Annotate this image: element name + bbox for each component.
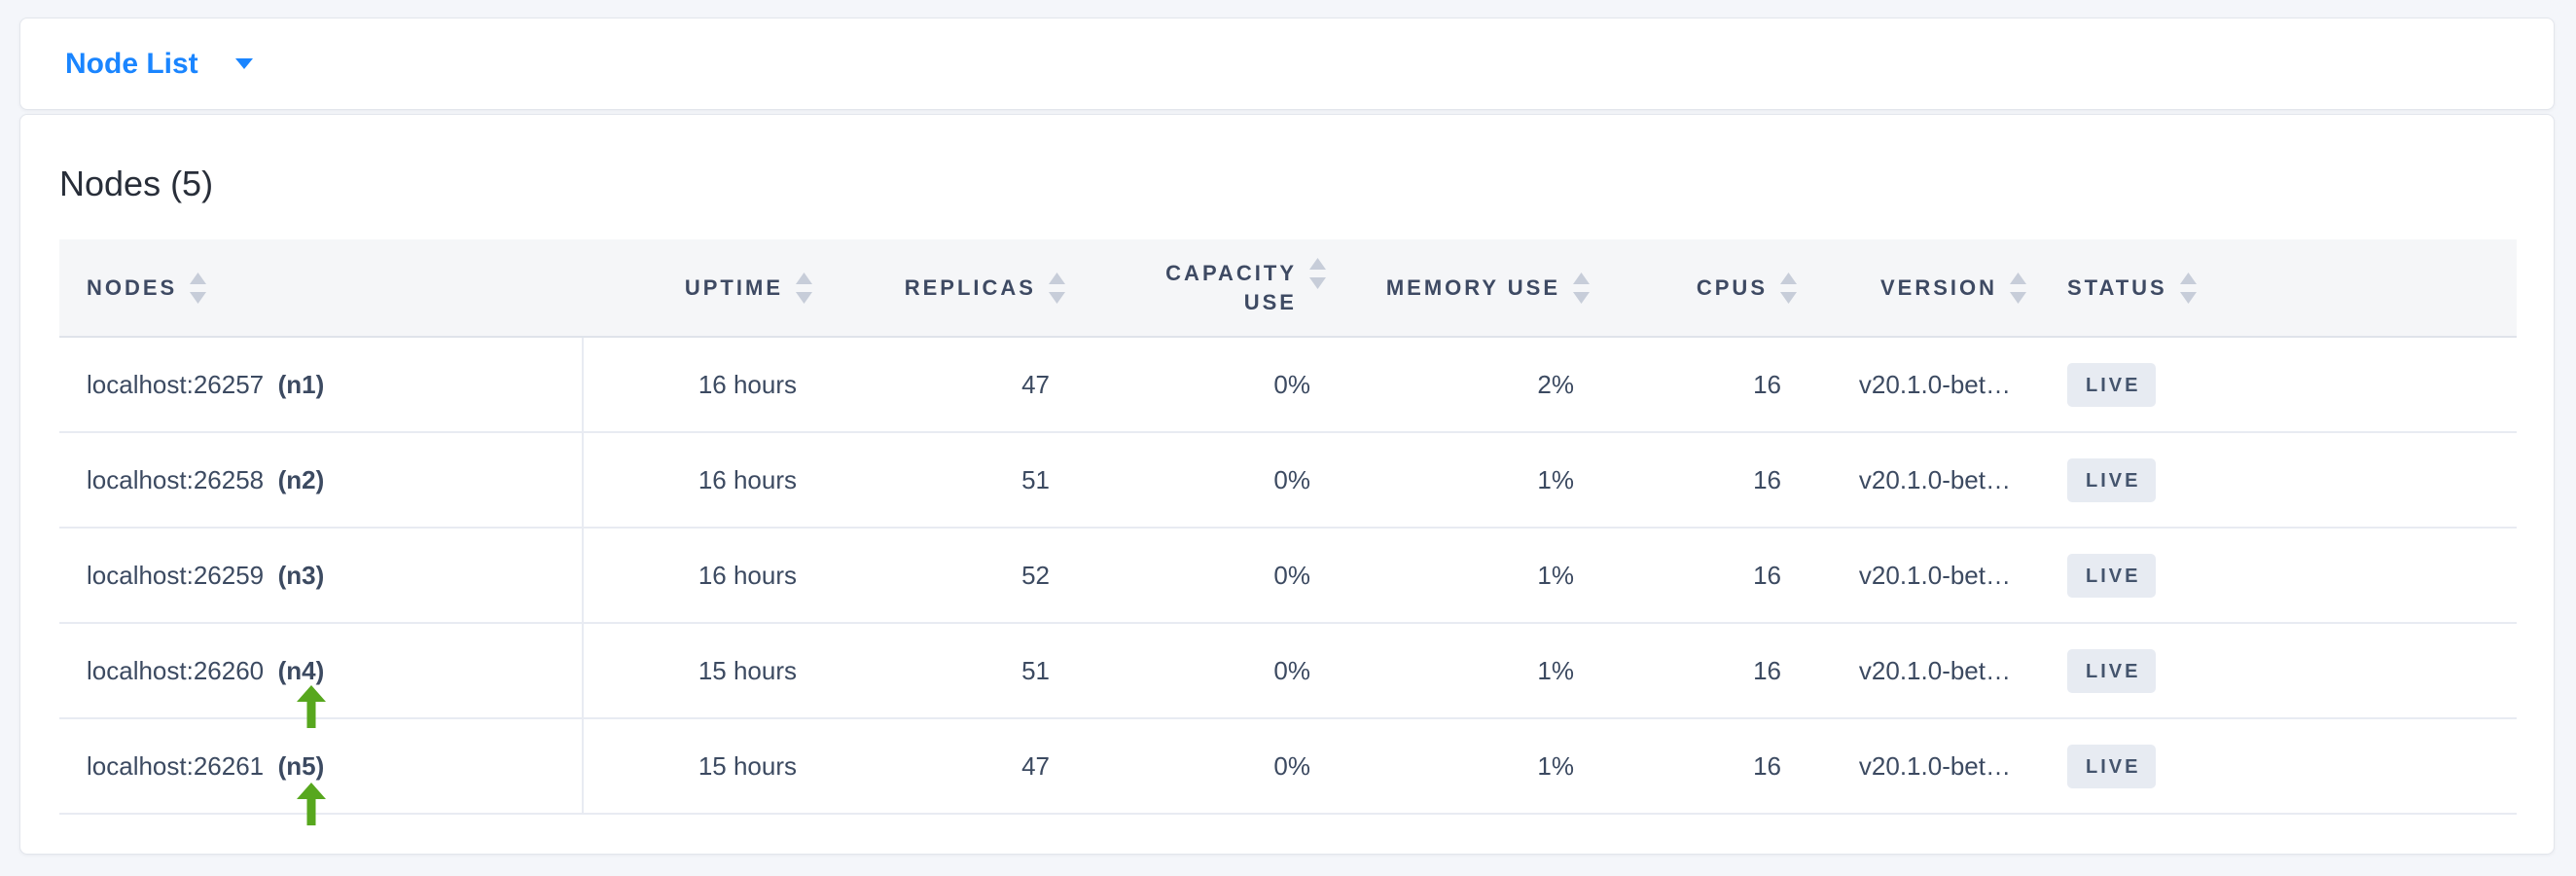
cell-cpus: 16 — [1753, 369, 1781, 399]
cell-cpus: 16 — [1593, 527, 1801, 623]
caret-down-icon — [234, 58, 253, 69]
cell-replicas: 52 — [816, 527, 1069, 623]
column-header-nodes[interactable]: NODES — [59, 239, 583, 338]
status-badge: LIVE — [2067, 362, 2157, 407]
page-title: Nodes (5) — [59, 164, 214, 203]
cell-node: localhost:26257 (n1) — [59, 337, 584, 432]
sort-icon[interactable] — [1309, 257, 1326, 289]
table-header: NODES UPTIME REPLICAS — [59, 239, 2517, 338]
green-arrow-annotation-n5 — [297, 783, 326, 825]
table-body: localhost:26257 (n1) 16 hours 47 0% 2% 1… — [59, 337, 2517, 815]
node-list-dropdown-label: Node List — [65, 48, 198, 80]
cell-replicas: 47 — [816, 717, 1069, 815]
node-id: (n2) — [270, 464, 325, 494]
status-badge: LIVE — [2067, 648, 2157, 693]
cell-version: v20.1.0-bet… — [1801, 622, 2030, 718]
cell-uptime: 16 hours — [583, 527, 816, 623]
node-address: localhost:26260 — [87, 655, 265, 685]
cell-cpus: 16 — [1593, 717, 1801, 815]
cell-replicas: 51 — [816, 431, 1069, 528]
cell-cpus: 16 — [1593, 622, 1801, 718]
column-header-cpus[interactable]: CPUS — [1593, 239, 1801, 338]
cell-node: localhost:26260 (n4) — [59, 622, 584, 718]
cell-memory-use: 1% — [1330, 431, 1593, 528]
status-badge: LIVE — [2067, 457, 2157, 502]
sort-icon[interactable] — [1780, 272, 1797, 304]
cell-version: v20.1.0-bet… — [1801, 527, 2030, 623]
node-address: localhost:26259 — [87, 560, 265, 590]
node-address: localhost:26257 — [87, 369, 265, 399]
sort-icon[interactable] — [190, 272, 207, 304]
status-badge: LIVE — [2067, 553, 2157, 598]
cell-version: v20.1.0-bet… — [1801, 717, 2030, 815]
status-badge: LIVE — [2067, 744, 2157, 788]
sort-icon[interactable] — [796, 272, 812, 304]
cell-node: localhost:26259 (n3) — [59, 527, 584, 623]
cell-capacity-use: 0% — [1069, 717, 1330, 815]
node-id: (n5) — [270, 750, 325, 781]
node-id: (n1) — [270, 369, 325, 399]
sort-icon[interactable] — [1573, 272, 1590, 304]
cell-replicas: 47 — [1021, 369, 1050, 399]
cell-capacity-use: 0% — [1273, 369, 1310, 399]
sort-icon[interactable] — [1049, 272, 1065, 304]
node-id: (n4) — [270, 655, 325, 685]
view-selector-bar: Node List — [19, 18, 2555, 110]
table-row: localhost:26257 (n1) 16 hours 47 0% 2% 1… — [59, 337, 2517, 432]
cell-uptime: 16 hours — [583, 431, 816, 528]
cell-uptime: 16 hours — [698, 369, 797, 399]
node-address: localhost:26261 — [87, 750, 265, 781]
nodes-table: NODES UPTIME REPLICAS — [59, 239, 2517, 815]
table-row: localhost:26258 (n2) 16 hours 51 0% 1% 1… — [59, 431, 2517, 528]
table-row: localhost:26261 (n5) 15 hours 47 0% 1% 1… — [59, 717, 2517, 815]
sort-icon[interactable] — [2179, 272, 2197, 304]
cell-replicas: 51 — [816, 622, 1069, 718]
table-row: localhost:26260 (n4) 15 hours 51 0% 1% 1… — [59, 622, 2517, 718]
node-address: localhost:26258 — [87, 464, 265, 494]
column-header-version[interactable]: VERSION — [1801, 239, 2030, 338]
cell-version: v20.1.0-bet… — [1858, 369, 2011, 399]
cell-memory-use: 1% — [1330, 717, 1593, 815]
cell-version: v20.1.0-bet… — [1801, 431, 2030, 528]
table-row: localhost:26259 (n3) 16 hours 52 0% 1% 1… — [59, 527, 2517, 623]
cell-memory-use: 2% — [1537, 369, 1574, 399]
nodes-panel: Nodes (5) NODES UPTIME — [19, 114, 2555, 855]
cell-memory-use: 1% — [1330, 622, 1593, 718]
cell-node: localhost:26258 (n2) — [59, 431, 584, 528]
cell-capacity-use: 0% — [1069, 527, 1330, 623]
cell-capacity-use: 0% — [1069, 431, 1330, 528]
node-list-dropdown[interactable]: Node List — [65, 18, 253, 110]
column-header-replicas[interactable]: REPLICAS — [816, 239, 1069, 338]
column-header-capacity-use[interactable]: CAPACITY USE — [1069, 239, 1330, 338]
cell-cpus: 16 — [1593, 431, 1801, 528]
cell-uptime: 15 hours — [583, 717, 816, 815]
cell-uptime: 15 hours — [583, 622, 816, 718]
sort-icon[interactable] — [2010, 272, 2026, 304]
column-header-status[interactable]: STATUS — [2030, 239, 2517, 338]
column-header-memory-use[interactable]: MEMORY USE — [1330, 239, 1593, 338]
green-arrow-annotation-n4 — [297, 685, 326, 728]
cell-capacity-use: 0% — [1069, 622, 1330, 718]
column-header-uptime[interactable]: UPTIME — [583, 239, 816, 338]
cell-memory-use: 1% — [1330, 527, 1593, 623]
node-id: (n3) — [270, 560, 325, 590]
